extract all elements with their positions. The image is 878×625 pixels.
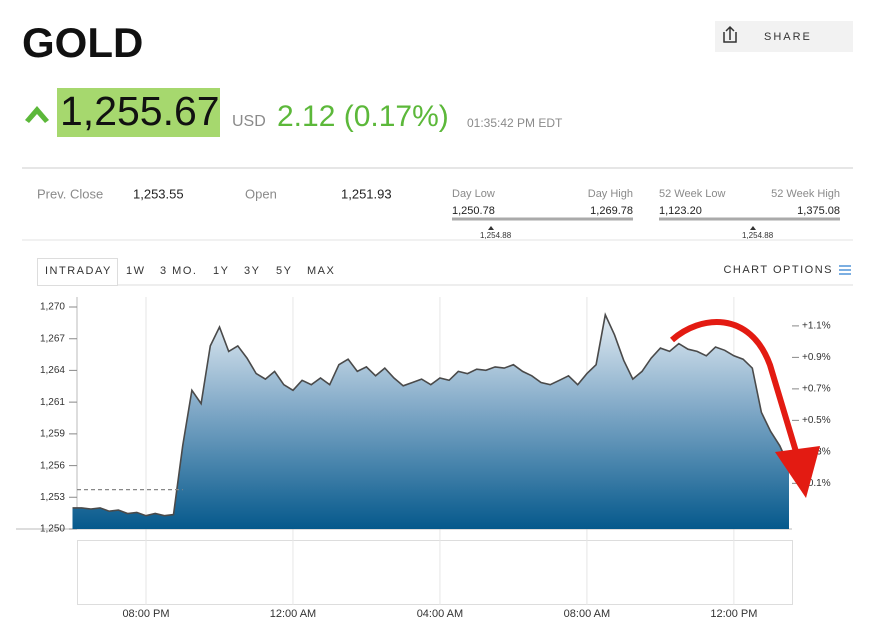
y2-tick-label: +1.1% bbox=[802, 321, 831, 332]
range-value: 1,123.20 bbox=[659, 205, 702, 217]
title: GOLD bbox=[22, 19, 143, 66]
x-tick-label: 08:00 AM bbox=[564, 608, 610, 620]
tab[interactable]: INTRADAY bbox=[45, 265, 112, 277]
y2-tick-label: +0.1% bbox=[802, 478, 831, 489]
tab[interactable]: MAX bbox=[307, 265, 335, 277]
week52-range: 52 Week Low 52 Week High 1,123.20 1,375.… bbox=[659, 188, 840, 240]
x-tick-label: 12:00 PM bbox=[710, 608, 757, 620]
currency: USD bbox=[232, 113, 266, 130]
range-value: 1,269.78 bbox=[590, 205, 633, 217]
menu-icon bbox=[839, 265, 851, 275]
y-tick-label: 1,256 bbox=[40, 460, 65, 471]
share-button[interactable]: SHARE bbox=[715, 21, 853, 52]
range-label: 52 Week High bbox=[771, 188, 840, 200]
range-label: Day Low bbox=[452, 188, 495, 200]
y-tick-label: 1,270 bbox=[40, 302, 65, 313]
change: 2.12 (0.17%) bbox=[277, 100, 449, 133]
tab[interactable]: 1W bbox=[126, 265, 146, 277]
up-arrow bbox=[25, 106, 49, 123]
tabs: INTRADAY 1W 3 MO. 1Y 3Y 5Y MAX bbox=[45, 265, 335, 277]
stat-value: 1,251.93 bbox=[341, 186, 392, 201]
tab-active bbox=[37, 258, 118, 286]
range-marker-label: 1,254.88 bbox=[742, 231, 774, 240]
y-tick-label: 1,250 bbox=[40, 524, 65, 535]
tab[interactable]: 5Y bbox=[276, 265, 292, 277]
chart-options[interactable]: CHART OPTIONS bbox=[723, 264, 833, 276]
time: 01:35:42 PM EDT bbox=[467, 116, 563, 130]
price-highlight bbox=[57, 88, 220, 137]
y-tick-label: 1,267 bbox=[40, 333, 65, 344]
range-marker bbox=[488, 226, 494, 230]
volume-panel bbox=[77, 540, 793, 605]
y-tick-label: 1,261 bbox=[40, 397, 65, 408]
stat-value: 1,253.55 bbox=[133, 186, 184, 201]
arrow-head bbox=[775, 446, 820, 498]
range-value: 1,250.78 bbox=[452, 205, 495, 217]
stat-label: Prev. Close bbox=[37, 186, 103, 201]
arrow-shaft bbox=[670, 319, 803, 466]
x-tick-label: 08:00 PM bbox=[122, 608, 169, 620]
area-fill bbox=[72, 314, 789, 529]
share-label: SHARE bbox=[764, 31, 812, 43]
range-label: Day High bbox=[588, 188, 633, 200]
stat-label: Open bbox=[245, 186, 277, 201]
y2-tick-label: +0.7% bbox=[802, 384, 831, 395]
trend-arrow bbox=[670, 319, 820, 498]
y2-tick-label: +0.5% bbox=[802, 415, 831, 426]
x-tick-label: 12:00 AM bbox=[270, 608, 316, 620]
share-icon bbox=[723, 25, 737, 43]
range-marker-label: 1,254.88 bbox=[480, 231, 512, 240]
tab[interactable]: 3 MO. bbox=[160, 265, 197, 277]
share-bg bbox=[715, 21, 853, 52]
chart: 08:00 PM 12:00 AM 04:00 AM 08:00 AM 12:00 PM… bbox=[16, 297, 831, 620]
x-tick-label: 04:00 AM bbox=[417, 608, 463, 620]
price-line bbox=[72, 312, 790, 517]
y-tick-label: 1,253 bbox=[40, 492, 65, 503]
range-value: 1,375.08 bbox=[797, 205, 840, 217]
y-tick-label: 1,264 bbox=[40, 365, 65, 376]
day-range: Day Low Day High 1,250.78 1,269.78 1,254… bbox=[452, 188, 633, 240]
y2-tick-label: +0.9% bbox=[802, 352, 831, 363]
y-tick-label: 1,259 bbox=[40, 429, 65, 440]
price: 1,255.67 bbox=[60, 88, 220, 134]
tab[interactable]: 1Y bbox=[213, 265, 229, 277]
range-label: 52 Week Low bbox=[659, 188, 726, 200]
range-marker bbox=[750, 226, 756, 230]
tab[interactable]: 3Y bbox=[244, 265, 260, 277]
